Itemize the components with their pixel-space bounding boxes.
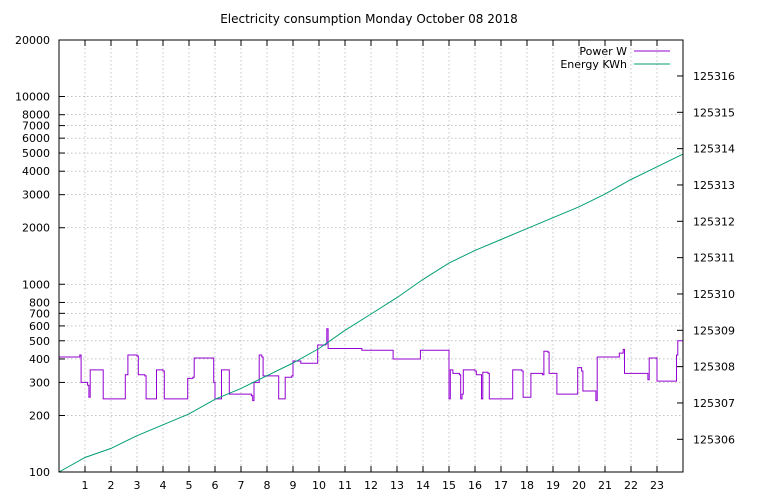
x-tick-label: 18 — [520, 479, 534, 492]
y-left-tick-label: 6000 — [22, 132, 50, 145]
y-left-tick-label: 8000 — [22, 109, 50, 122]
y-right-tick-label: 125311 — [693, 252, 735, 265]
x-tick-label: 19 — [546, 479, 560, 492]
x-tick-label: 3 — [134, 479, 141, 492]
y-right-tick-label: 125308 — [693, 361, 735, 374]
x-tick-label: 11 — [338, 479, 352, 492]
y-right-tick-label: 125312 — [693, 215, 735, 228]
x-tick-label: 9 — [290, 479, 297, 492]
y-left-tick-label: 600 — [29, 320, 50, 333]
y-left-tick-label: 400 — [29, 353, 50, 366]
y-right-tick-label: 125314 — [693, 143, 735, 156]
y-left-tick-label: 10000 — [15, 91, 50, 104]
legend-label-energy: Energy KWh — [560, 58, 627, 71]
series-line-power — [59, 328, 683, 402]
y-left-tick-label: 500 — [29, 335, 50, 348]
y-right-tick-label: 125313 — [693, 179, 735, 192]
y-right-tick-label: 125310 — [693, 288, 735, 301]
ticks: 1 2 3 4 5 6 7 8 9 10 11 12 13 14 15 16 17 18 19 20 21 22 23100… — [15, 34, 735, 492]
y-left-tick-label: 20000 — [15, 34, 50, 47]
y-left-tick-label: 800 — [29, 296, 50, 309]
x-tick-label: 15 — [442, 479, 456, 492]
x-tick-label: 21 — [598, 479, 612, 492]
x-tick-label: 16 — [468, 479, 482, 492]
x-tick-label: 6 — [212, 479, 219, 492]
x-tick-label: 10 — [312, 479, 326, 492]
x-tick-label: 13 — [390, 479, 404, 492]
x-tick-label: 5 — [186, 479, 193, 492]
y-left-tick-label: 4000 — [22, 165, 50, 178]
x-tick-label: 12 — [364, 479, 378, 492]
x-tick-label: 4 — [160, 479, 167, 492]
x-tick-label: 17 — [494, 479, 508, 492]
y-right-tick-label: 125315 — [693, 106, 735, 119]
y-left-tick-label: 300 — [29, 376, 50, 389]
y-left-tick-label: 200 — [29, 409, 50, 422]
y-left-tick-label: 7000 — [22, 120, 50, 133]
chart-title: Electricity consumption Monday October 0… — [220, 12, 518, 26]
y-left-tick-label: 3000 — [22, 189, 50, 202]
x-tick-label: 2 — [108, 479, 115, 492]
x-tick-label: 1 — [82, 479, 89, 492]
legend-label-power: Power W — [579, 45, 627, 58]
y-left-tick-label: 5000 — [22, 147, 50, 160]
y-left-tick-label: 1000 — [22, 278, 50, 291]
y-right-tick-label: 125309 — [693, 324, 735, 337]
x-tick-label: 22 — [624, 479, 638, 492]
y-left-tick-label: 100 — [29, 466, 50, 479]
x-tick-label: 8 — [264, 479, 271, 492]
series-layer — [58, 153, 684, 473]
x-tick-label: 7 — [238, 479, 245, 492]
grid — [59, 39, 683, 473]
y-left-tick-label: 700 — [29, 307, 50, 320]
y-right-tick-label: 125306 — [693, 433, 735, 446]
y-right-tick-label: 125307 — [693, 397, 735, 410]
series-line-energy — [58, 153, 684, 473]
x-tick-label: 20 — [572, 479, 586, 492]
y-right-tick-label: 125316 — [693, 70, 735, 83]
legend: Power W Energy KWh — [560, 45, 670, 71]
y-left-tick-label: 2000 — [22, 222, 50, 235]
x-tick-label: 23 — [650, 479, 664, 492]
x-tick-label: 14 — [416, 479, 430, 492]
